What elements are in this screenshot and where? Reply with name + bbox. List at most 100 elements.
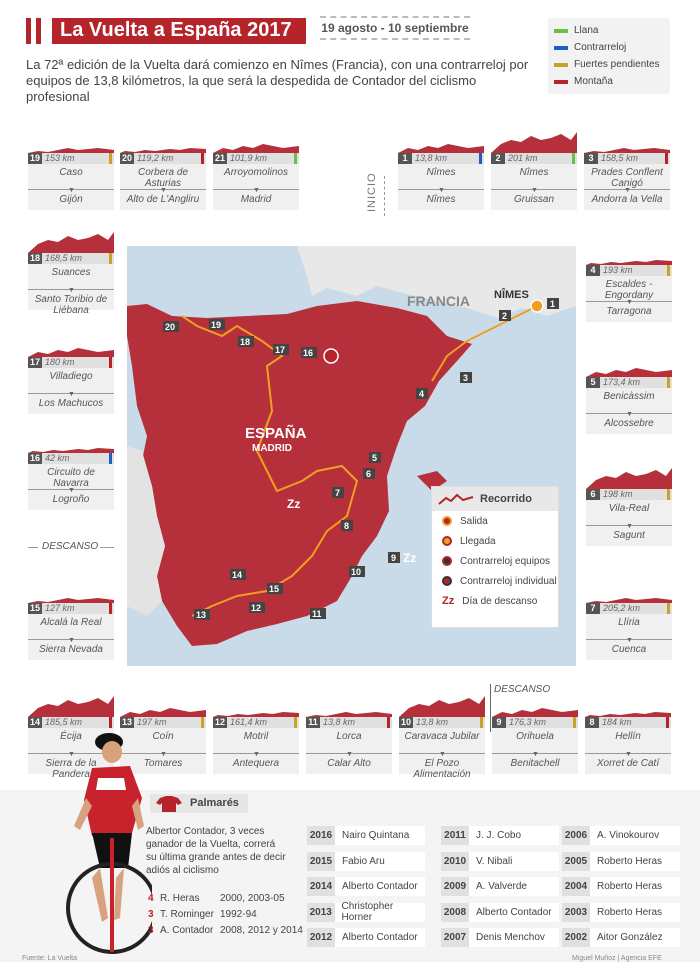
winner-row: 2009 A. Valverde [441,877,559,896]
stage-badge [349,566,365,577]
winner-row: 2014 Alberto Contador [307,877,425,896]
stage-start: Escaldes -Engordany [604,279,654,301]
stage-info-bar [28,717,114,728]
winner-year: 2014 [307,877,335,896]
stage-distance: 184 km [602,717,632,727]
elevation-profile [491,132,577,154]
stage-divider [585,753,671,754]
elevation-profile [586,368,672,378]
legend-item: Llana [554,22,664,39]
stage-number: 1 [550,299,555,309]
legend-label: Montaña [574,76,613,87]
winner-year: 2006 [562,826,590,845]
winner-name: Roberto Heras [597,881,663,892]
stage-badge [363,468,375,479]
stage-divider [120,753,206,754]
stage-number: 16 [28,453,42,464]
stage-end: Gruissan [513,194,554,205]
race-dates: 19 agosto - 10 septiembre [320,16,470,40]
inicio-line [384,176,385,216]
stage-badge [499,310,511,321]
stage-start: Coín [152,731,174,742]
stage-info-bar [306,717,392,728]
stage-number: 11 [306,717,320,728]
elevation-profile [585,712,671,718]
stage-start: Orihuela [516,731,554,742]
stage-end: Madrid [240,194,272,205]
descanso-divider [490,684,491,732]
stage-number: 20 [165,322,175,332]
stage-card-18: 18 168,5 km Suances ▼ Santo Toribio de Liéba… [28,226,114,316]
arrow-down-icon: ▼ [68,287,75,294]
stage-end: Los Machucos [38,398,104,409]
stage-divider [120,189,206,190]
stage-number: 8 [344,521,349,531]
stage-number: 9 [391,553,396,563]
source: Fuente: La Vuelta [22,955,78,962]
elevation-profile [399,696,485,718]
salida-icon [442,516,452,526]
title-decoration [36,18,41,44]
stage-type-flag [667,489,670,500]
stage-card-4: 4 193 km Escaldes -Engordany ▼ Tarragona [586,238,672,322]
stopwatch-icon [442,576,452,586]
stage-divider [213,189,299,190]
stage-number: 1 [398,153,412,164]
credit: Miguel Muñoz | Agencia EFE [572,955,662,962]
stage-end: Antequera [232,758,280,769]
winner-name: Alberto Contador [342,932,418,943]
stage-divider [586,639,672,640]
stage-distance: 42 km [45,453,70,463]
stage-badge [341,520,353,531]
stage-distance: 176,3 km [509,717,547,727]
stage-card-12: 12 161,4 km Motril ▼ Antequera [213,690,299,774]
stage-divider [28,753,114,754]
stage-badge [230,569,246,580]
winner-row: 2015 Fabio Aru [307,851,425,871]
winner-row: 2012 Alberto Contador [307,928,425,947]
winner-name: Denis Menchov [476,932,545,943]
stage-number: 12 [213,717,227,728]
stage-number: 9 [492,717,506,728]
legend-label: Llana [574,25,599,36]
legend-swatch [554,62,568,67]
stage-type-flag [480,717,483,728]
elevation-profile [586,598,672,604]
stage-type-flag [109,603,112,614]
elevation-profile [213,712,299,718]
legend-label: Contrarreloj [574,42,627,53]
legend-descanso: Zz Día de descanso [442,595,538,607]
elevation-profile [306,712,392,718]
elevation-profile [28,448,114,454]
stage-start: Prades Conflent Canigó [591,167,663,189]
stage-info-bar [398,153,484,164]
stage-badge [238,336,254,347]
arrow-down-icon: ▼ [68,187,75,194]
stage-end: Alto de L'Angliru [126,194,200,205]
stage-info-bar [585,717,671,728]
stage-card-15: 15 127 km Alcalá la Real ▼ Sierra Nevada [28,576,114,660]
stage-start: Benicàssim [603,391,655,402]
winner-name: Nairo Quintana [342,830,410,841]
arrow-down-icon: ▼ [68,751,75,758]
stage-card-21: 21 101,9 km Arroyomolinos ▼ Madrid [213,126,299,210]
stage-start: Circuito de Navarra [47,467,95,489]
stage-divider [28,489,114,490]
stage-end: Tarragona [606,306,652,317]
stage-divider [586,525,672,526]
stage-divider [28,289,114,290]
stage-end: Logroño [52,494,90,505]
stage-card-10: 10 13,8 km Caravaca Jubilar ▼ El Pozo Alimen… [399,690,485,780]
winner-year: 2012 [307,928,335,947]
france-land-west [297,246,377,296]
stage-divider [586,413,672,414]
stage-card-8: 8 184 km Hellín ▼ Xorret de Catí [585,690,671,774]
stage-badge [369,452,381,463]
legend-item: Contrarreloj [554,39,664,56]
contador-bio: Albertor Contador, 3 veces ganador de la… [146,826,286,876]
llegada-icon [442,536,452,546]
stage-card-5: 5 173,4 km Benicàssim ▼ Alcossebre [586,350,672,434]
winner-year: 2013 [307,902,335,922]
stage-distance: 13,8 km [415,153,448,163]
stage-start: Corbera de Asturias [137,167,189,189]
